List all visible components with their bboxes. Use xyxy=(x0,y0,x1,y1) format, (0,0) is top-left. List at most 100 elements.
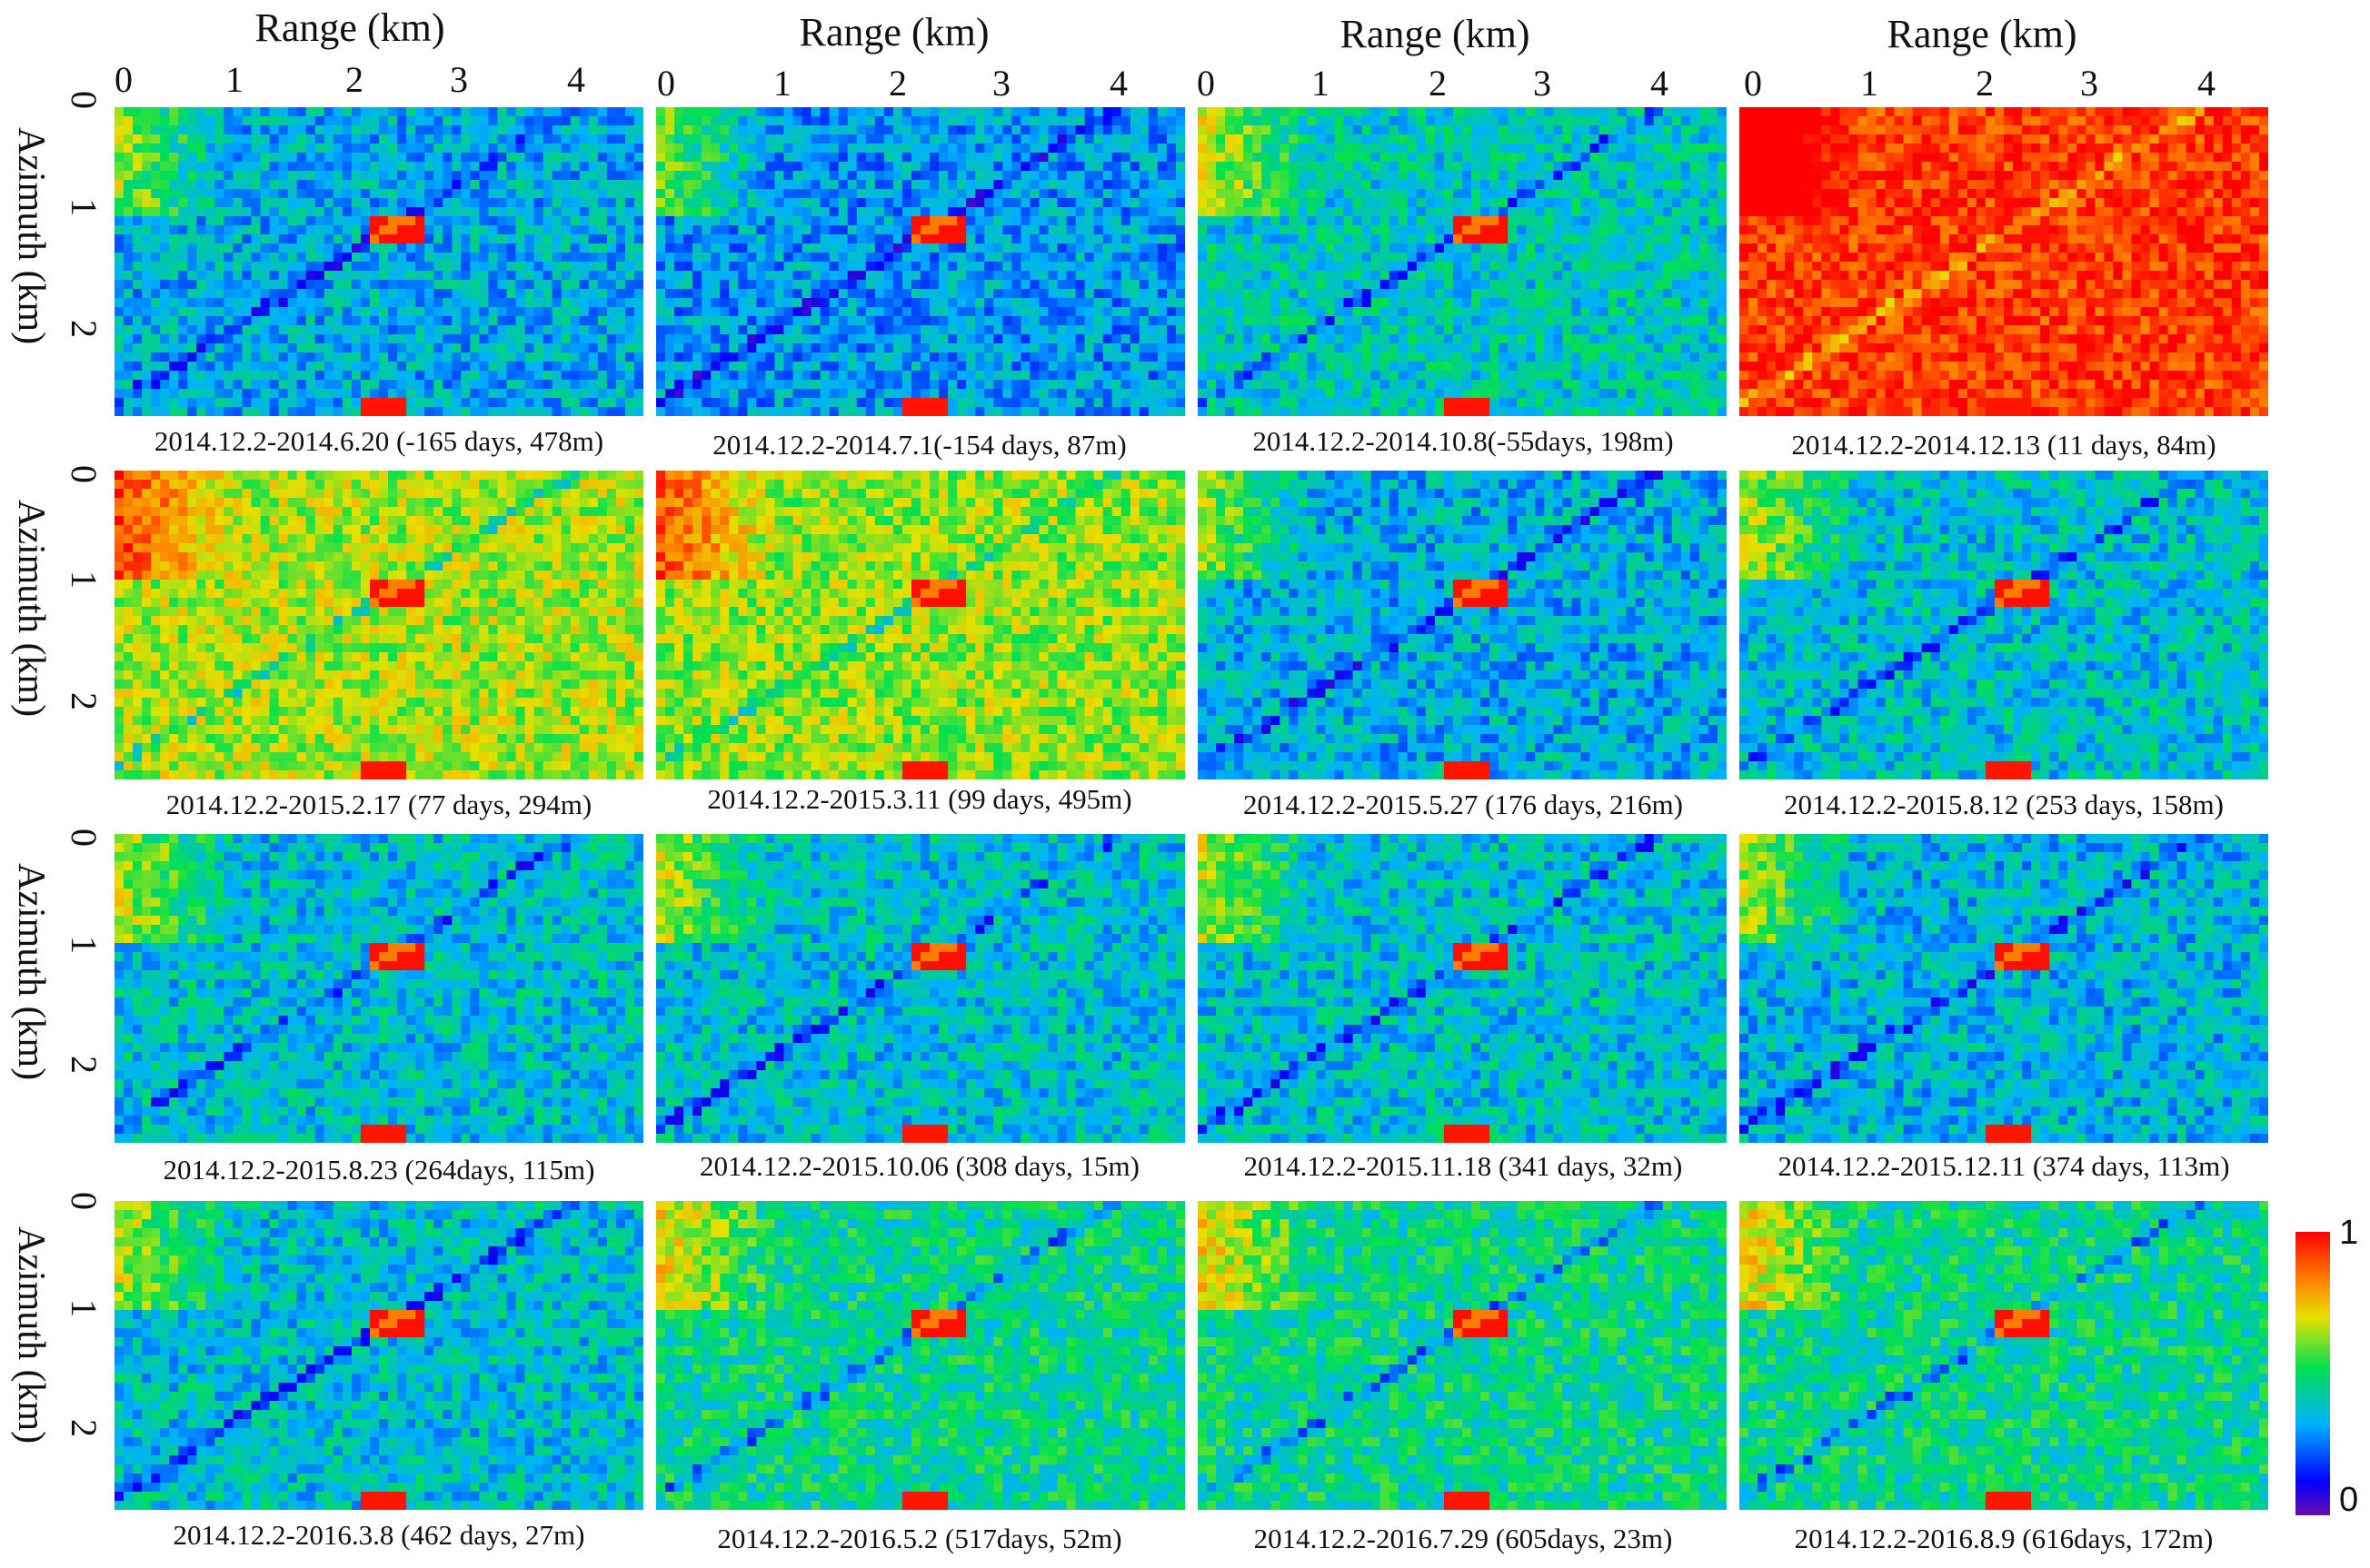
heatmap-cell xyxy=(415,280,425,290)
heatmap-cell xyxy=(1480,189,1490,199)
heatmap-cell xyxy=(1021,125,1031,135)
heatmap-cell xyxy=(1635,134,1646,144)
heatmap-cell xyxy=(792,225,803,235)
heatmap-cell xyxy=(524,262,535,272)
heatmap-cell xyxy=(124,289,134,299)
heatmap-cell xyxy=(169,371,179,381)
heatmap-cell xyxy=(702,116,712,126)
heatmap-cell xyxy=(178,380,188,390)
heatmap-cell xyxy=(1361,207,1372,217)
heatmap-cell xyxy=(656,280,666,290)
heatmap-cell xyxy=(624,380,635,390)
heatmap-cell xyxy=(488,280,499,290)
heatmap-cell xyxy=(1471,234,1481,244)
heatmap-cell xyxy=(579,134,590,144)
heatmap-cell xyxy=(424,398,434,408)
heatmap-cell xyxy=(214,325,225,335)
heatmap-cell xyxy=(1698,198,1709,208)
heatmap-cell xyxy=(1139,134,1150,144)
heatmap-cell xyxy=(452,162,462,172)
heatmap-cell xyxy=(515,352,526,362)
heatmap-cell xyxy=(1157,343,1168,353)
heatmap-cell xyxy=(1499,144,1509,154)
heatmap-cell xyxy=(1002,298,1012,308)
heatmap-cell xyxy=(966,325,976,335)
heatmap-cell xyxy=(993,234,1003,244)
heatmap-cell xyxy=(443,271,453,281)
heatmap-cell xyxy=(369,271,380,281)
heatmap-cell xyxy=(1416,180,1427,190)
heatmap-cell xyxy=(692,243,702,253)
heatmap-cell xyxy=(1489,171,1499,181)
heatmap-cell xyxy=(1075,153,1086,163)
heatmap-cell xyxy=(169,198,179,208)
heatmap-cell xyxy=(588,343,599,353)
heatmap-cell xyxy=(1057,134,1068,144)
heatmap-cell xyxy=(1662,134,1673,144)
heatmap-cell xyxy=(424,207,434,217)
heatmap-cell xyxy=(1148,298,1159,308)
heatmap-cell xyxy=(1462,225,1472,235)
column-title-2: Range (km) xyxy=(703,9,1085,55)
heatmap-cell xyxy=(966,362,976,372)
heatmap-cell xyxy=(433,134,443,144)
heatmap-cell xyxy=(711,134,721,144)
heatmap-cell xyxy=(692,262,702,272)
heatmap-cell xyxy=(579,389,590,399)
heatmap-cell xyxy=(1234,216,1244,226)
heatmap-cell xyxy=(360,371,371,381)
heatmap-cell xyxy=(360,243,371,253)
heatmap-cell xyxy=(415,189,425,199)
heatmap-cell xyxy=(847,198,858,208)
heatmap-cell xyxy=(1102,316,1113,326)
heatmap-cell xyxy=(811,380,822,390)
heatmap-cell xyxy=(1526,162,1536,172)
heatmap-cell xyxy=(1499,234,1509,244)
heatmap-cell xyxy=(214,107,225,117)
heatmap-cell xyxy=(1416,125,1427,135)
heatmap-cell xyxy=(1075,198,1086,208)
heatmap-cell xyxy=(196,107,206,117)
heatmap-cell xyxy=(1048,389,1059,399)
heatmap-cell xyxy=(515,162,526,172)
heatmap-cell xyxy=(1680,189,1691,199)
heatmap-cell xyxy=(433,225,443,235)
heatmap-cell xyxy=(633,216,643,226)
heatmap-cell xyxy=(966,407,976,416)
heatmap-cell xyxy=(802,380,812,390)
heatmap-cell xyxy=(1307,243,1318,253)
heatmap-cell xyxy=(856,380,867,390)
heatmap-cell xyxy=(360,389,371,399)
x-tick: 2 xyxy=(1429,65,1447,102)
heatmap-cell xyxy=(452,216,462,226)
heatmap-cell xyxy=(1102,134,1113,144)
heatmap-cell xyxy=(1489,125,1499,135)
heatmap-cell xyxy=(1280,125,1290,135)
heatmap-cell xyxy=(765,225,776,235)
heatmap-cell xyxy=(397,298,407,308)
heatmap-cell xyxy=(1175,180,1185,190)
heatmap-cell xyxy=(738,362,748,372)
heatmap-cell xyxy=(624,280,635,290)
heatmap-cell xyxy=(305,180,316,190)
heatmap-cell xyxy=(461,189,471,199)
heatmap-cell xyxy=(966,171,976,181)
heatmap-cell xyxy=(1499,134,1509,144)
heatmap-cell xyxy=(792,334,803,344)
heatmap-cell xyxy=(606,389,617,399)
heatmap-cell xyxy=(1471,198,1481,208)
heatmap-cell xyxy=(1011,316,1021,326)
heatmap-cell xyxy=(579,307,590,317)
heatmap-cell xyxy=(488,362,499,372)
heatmap-cell xyxy=(561,343,572,353)
heatmap-cell xyxy=(1075,325,1086,335)
heatmap-cell xyxy=(224,380,234,390)
heatmap-cell xyxy=(1717,107,1727,117)
heatmap-cell xyxy=(1443,144,1454,154)
heatmap-cell xyxy=(1626,198,1637,208)
heatmap-cell xyxy=(993,253,1003,263)
heatmap-cell xyxy=(178,343,188,353)
heatmap-cell xyxy=(488,253,499,263)
heatmap-cell xyxy=(829,352,840,362)
heatmap-cell xyxy=(783,407,794,416)
